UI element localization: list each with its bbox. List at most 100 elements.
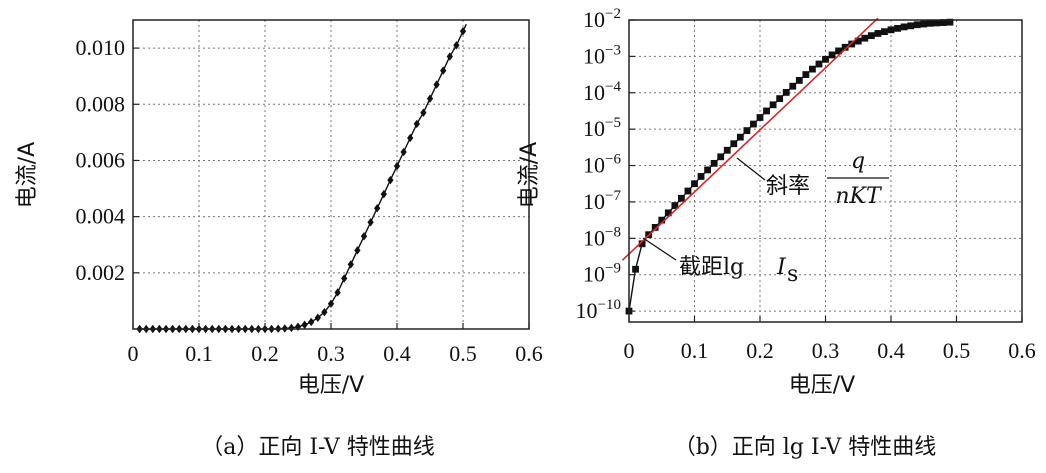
panel-a-data-point: [314, 313, 321, 322]
panel-a-data-point: [380, 189, 387, 199]
panel-b-data-point: [926, 19, 934, 27]
panel-b-data-point: [743, 127, 751, 135]
panel-a-data-point: [420, 108, 427, 117]
panel-b-x-tick-label: 0: [624, 338, 635, 363]
panel-a-y-tick-label: 0.008: [76, 91, 126, 116]
panel-b-data-point: [789, 82, 797, 90]
panel-b-x-tick-label: 0.3: [812, 338, 840, 363]
panel-a-x-tick-label: 0.3: [317, 341, 345, 366]
panel-b-y-tick-label: 10−2: [583, 6, 621, 32]
panel-b-data-point: [664, 209, 672, 217]
panel-a-x-tick-label: 0.5: [449, 341, 477, 366]
panel-b-data-point: [671, 202, 679, 209]
panel-b-data-point: [678, 194, 685, 202]
panel-b-y-tick-label: 10−4: [583, 79, 621, 105]
panel-b-y-tick-label: 10−6: [583, 152, 621, 178]
panel-a-data-point: [446, 52, 453, 61]
panel-a-data-point: [301, 320, 308, 329]
panel-b-data-point: [802, 71, 810, 78]
panel-b-data-point: [867, 32, 875, 40]
panel-a-data-point: [367, 218, 374, 227]
panel-b-data-point: [710, 159, 718, 167]
panel-a-data-point: [321, 307, 328, 317]
panel-a-chart: 0 0.1 0.2 0.3 0.4 0.5 0.6 0.002 0.004 0.006 0.008…: [15, 19, 543, 460]
panel-a-data-point: [347, 260, 354, 269]
panel-b-y-tick-label: 10−5: [583, 115, 621, 141]
panel-b-data-point: [658, 216, 666, 224]
panel-b-x-ticks: 0 0.1 0.2 0.3 0.4 0.5 0.6: [624, 316, 1036, 363]
panel-b-data-point: [900, 23, 908, 31]
panel-a-y-tick-label: 0.010: [76, 35, 126, 60]
panel-b-y-tick-label: 10−8: [583, 224, 621, 250]
panel-b-data-point: [704, 166, 711, 174]
panel-b-y-tick-label: 10−9: [583, 261, 621, 287]
panel-b-data-point: [769, 101, 777, 109]
panel-b-data-point: [651, 223, 659, 231]
panel-b-data-point: [638, 240, 646, 248]
panel-a-data-point: [374, 204, 381, 213]
panel-b-data-point: [822, 55, 829, 63]
panel-a-data-point: [354, 246, 361, 255]
panel-a-data-point: [407, 133, 414, 143]
panel-a-x-tick-label: 0.2: [251, 341, 279, 366]
panel-a-series: [136, 23, 467, 334]
panel-a-y-tick-label: 0.004: [76, 204, 126, 229]
panel-a-data-point: [393, 161, 401, 171]
panel-b-data-point: [828, 51, 836, 59]
panel-b-y-axis-title: 电流/A: [517, 142, 542, 208]
panel-a-x-tick-label: 0.6: [515, 341, 543, 366]
panel-a-x-tick-label: 0.4: [383, 341, 411, 366]
panel-a-data-point: [413, 119, 420, 129]
panel-b-data-point: [881, 28, 888, 36]
panel-a-series-line: [139, 23, 467, 330]
panel-a-data-point: [440, 66, 447, 75]
slope-numerator: q: [851, 149, 865, 174]
intercept-annotation-label: 截距lg: [679, 255, 744, 280]
panel-b-data-point: [776, 95, 784, 102]
panel-b-data-point: [632, 265, 639, 273]
panel-a-data-point: [294, 322, 302, 331]
panel-b-data-point: [887, 26, 895, 34]
panel-b-data-point: [795, 77, 803, 84]
panel-a-data-point: [387, 175, 394, 185]
panel-a-caption: （a）正向 I-V 特性曲线: [201, 435, 435, 460]
intercept-symbol: I: [776, 255, 787, 280]
panel-a-grid: [133, 20, 529, 329]
panel-b-data-point: [933, 19, 941, 27]
panel-b-data-point: [736, 133, 744, 141]
panel-b-data-point: [730, 140, 738, 148]
panel-a-data-point: [426, 94, 434, 103]
panel-b-y-tick-label: 10−10: [576, 297, 621, 323]
panel-a-data-point: [433, 80, 440, 89]
panel-b-x-tick-label: 0.2: [746, 338, 774, 363]
panel-b-chart: 0 0.1 0.2 0.3 0.4 0.5 0.6 10−1010−910−810−710−…: [517, 6, 1036, 460]
panel-b-data-point: [946, 18, 954, 26]
panel-b-data-point: [940, 19, 947, 26]
slope-denominator: nKT: [835, 184, 883, 209]
panel-a-x-ticks: 0 0.1 0.2 0.3 0.4 0.5 0.6: [128, 323, 543, 366]
panel-b-data-point: [809, 65, 816, 73]
panel-a-y-tick-label: 0.006: [76, 147, 126, 172]
panel-a-data-point: [308, 317, 315, 327]
panel-b-x-tick-label: 0.4: [877, 338, 905, 363]
slope-leader-line: [736, 157, 766, 181]
panel-a-data-point: [327, 299, 335, 308]
panel-a-x-tick-label: 0.1: [185, 341, 213, 366]
panel-b-series: [625, 18, 954, 315]
panel-b-data-point: [920, 20, 928, 28]
panel-b-data-point: [684, 187, 692, 195]
intercept-leader-line: [642, 237, 677, 261]
panel-b-data-point: [861, 34, 869, 42]
panel-b-data-point: [717, 153, 725, 161]
panel-b-data-point: [854, 37, 862, 45]
panel-b-data-point: [763, 107, 770, 115]
panel-a-data-point: [459, 27, 467, 36]
panel-a-data-point: [360, 232, 368, 241]
panel-b-data-point: [835, 47, 842, 55]
panel-a-y-tick-label: 0.002: [76, 260, 126, 285]
panel-b-data-point: [756, 114, 764, 121]
panel-b-data-point: [907, 22, 915, 30]
panel-b-fit-line: [621, 17, 879, 261]
panel-b-x-tick-label: 0.6: [1008, 338, 1036, 363]
panel-b-data-point: [815, 60, 823, 68]
